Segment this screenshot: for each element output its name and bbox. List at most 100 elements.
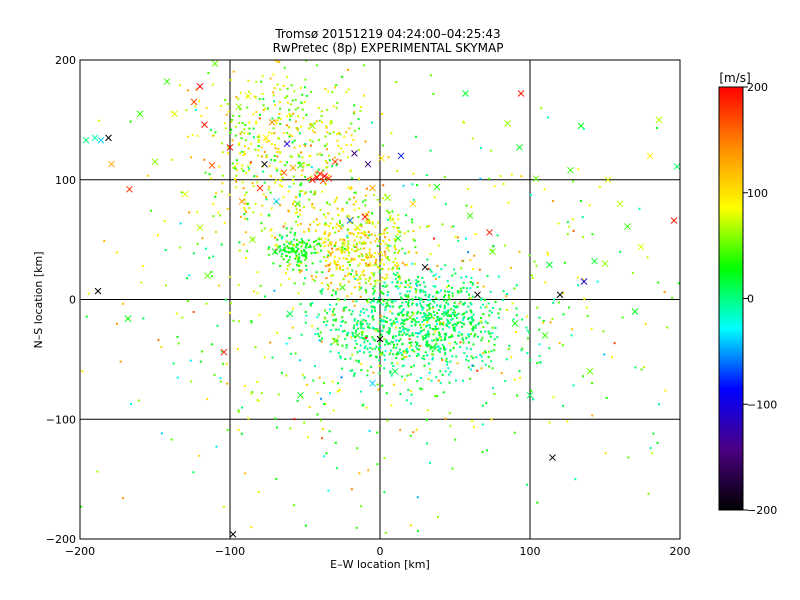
echo-dot <box>394 273 397 276</box>
echo-dot <box>211 134 214 137</box>
echo-dot <box>309 302 312 305</box>
echo-dot <box>510 173 513 176</box>
echo-dot <box>398 348 401 351</box>
echo-dot <box>413 239 416 242</box>
echo-dot <box>397 275 400 278</box>
echo-dot <box>346 267 349 270</box>
echo-dot <box>294 251 297 254</box>
data-point <box>181 190 189 198</box>
echo-dot <box>288 185 291 188</box>
echo-dot <box>466 318 469 321</box>
echo-dot <box>307 246 310 249</box>
echo-dot <box>461 337 464 340</box>
echo-dot <box>422 312 425 315</box>
echo-dot <box>226 429 229 432</box>
echo-dot <box>327 287 330 290</box>
echo-dot <box>448 314 451 317</box>
echo-dot <box>352 203 355 206</box>
echo-dot <box>362 403 365 406</box>
echo-dot <box>337 229 340 232</box>
echo-dot <box>285 254 288 257</box>
data-point <box>331 158 339 166</box>
data-point <box>244 92 252 100</box>
data-point-stroke <box>309 176 316 184</box>
echo-dot <box>298 155 301 158</box>
scatter-dots <box>80 59 680 534</box>
echo-dot <box>299 190 302 193</box>
echo-dot <box>415 355 418 358</box>
echo-dot <box>254 346 257 349</box>
data-point-stroke <box>637 243 645 251</box>
echo-dot <box>276 238 279 241</box>
echo-dot <box>289 118 292 121</box>
echo-dot <box>419 323 422 326</box>
echo-dot <box>374 279 377 282</box>
echo-dot <box>339 159 342 162</box>
echo-dot <box>287 264 290 267</box>
echo-dot <box>269 341 272 344</box>
echo-dot <box>357 118 360 121</box>
echo-dot <box>328 231 331 234</box>
echo-dot <box>370 271 373 274</box>
echo-dot <box>452 225 455 228</box>
echo-dot <box>160 346 163 349</box>
echo-dot <box>613 342 616 345</box>
echo-dot <box>350 248 353 251</box>
echo-dot <box>385 302 388 305</box>
echo-dot <box>387 218 390 221</box>
echo-dot <box>479 146 482 149</box>
echo-dot <box>426 314 429 317</box>
echo-dot <box>397 267 400 270</box>
echo-dot <box>379 261 382 264</box>
echo-dot <box>341 344 344 347</box>
echo-dot <box>397 352 400 355</box>
echo-dot <box>634 366 637 369</box>
echo-dot <box>391 266 394 269</box>
echo-dot <box>533 260 536 263</box>
echo-dot <box>438 275 441 278</box>
echo-dot <box>237 320 240 323</box>
echo-dot <box>341 224 344 227</box>
y-axis-label: N–S location [km] <box>32 251 45 348</box>
data-point <box>171 110 178 118</box>
echo-dot <box>467 366 470 369</box>
echo-dot <box>289 242 292 245</box>
echo-dot <box>470 276 473 279</box>
echo-dot <box>346 247 349 250</box>
echo-dot <box>353 317 356 320</box>
echo-dot <box>443 332 446 335</box>
echo-dot <box>326 108 329 111</box>
echo-dot <box>211 83 214 86</box>
echo-dot <box>292 243 295 246</box>
echo-dot <box>188 274 191 277</box>
data-point-stroke <box>244 92 252 100</box>
data-point-stroke <box>249 236 256 243</box>
echo-dot <box>469 348 472 351</box>
echo-dot <box>392 226 395 229</box>
echo-dot <box>471 419 474 422</box>
data-point-stroke <box>354 332 361 339</box>
echo-dot <box>568 225 571 228</box>
echo-dot <box>257 154 260 157</box>
echo-dot <box>345 201 348 204</box>
echo-dot <box>226 382 229 385</box>
echo-dot <box>335 328 338 331</box>
echo-dot <box>343 298 346 301</box>
echo-dot <box>360 324 363 327</box>
echo-dot <box>444 338 447 341</box>
echo-dot <box>427 296 430 299</box>
echo-dot <box>485 305 488 308</box>
echo-dot <box>385 392 388 395</box>
echo-dot <box>415 279 418 282</box>
echo-dot <box>421 335 424 338</box>
echo-dot <box>466 188 469 191</box>
echo-dot <box>404 293 407 296</box>
echo-dot <box>375 258 378 261</box>
echo-dot <box>263 150 266 153</box>
data-point-stroke <box>283 140 291 148</box>
echo-dot <box>480 330 483 333</box>
echo-dot <box>395 357 398 360</box>
echo-dot <box>295 196 298 199</box>
echo-dot <box>281 235 284 238</box>
echo-dot <box>339 324 342 327</box>
